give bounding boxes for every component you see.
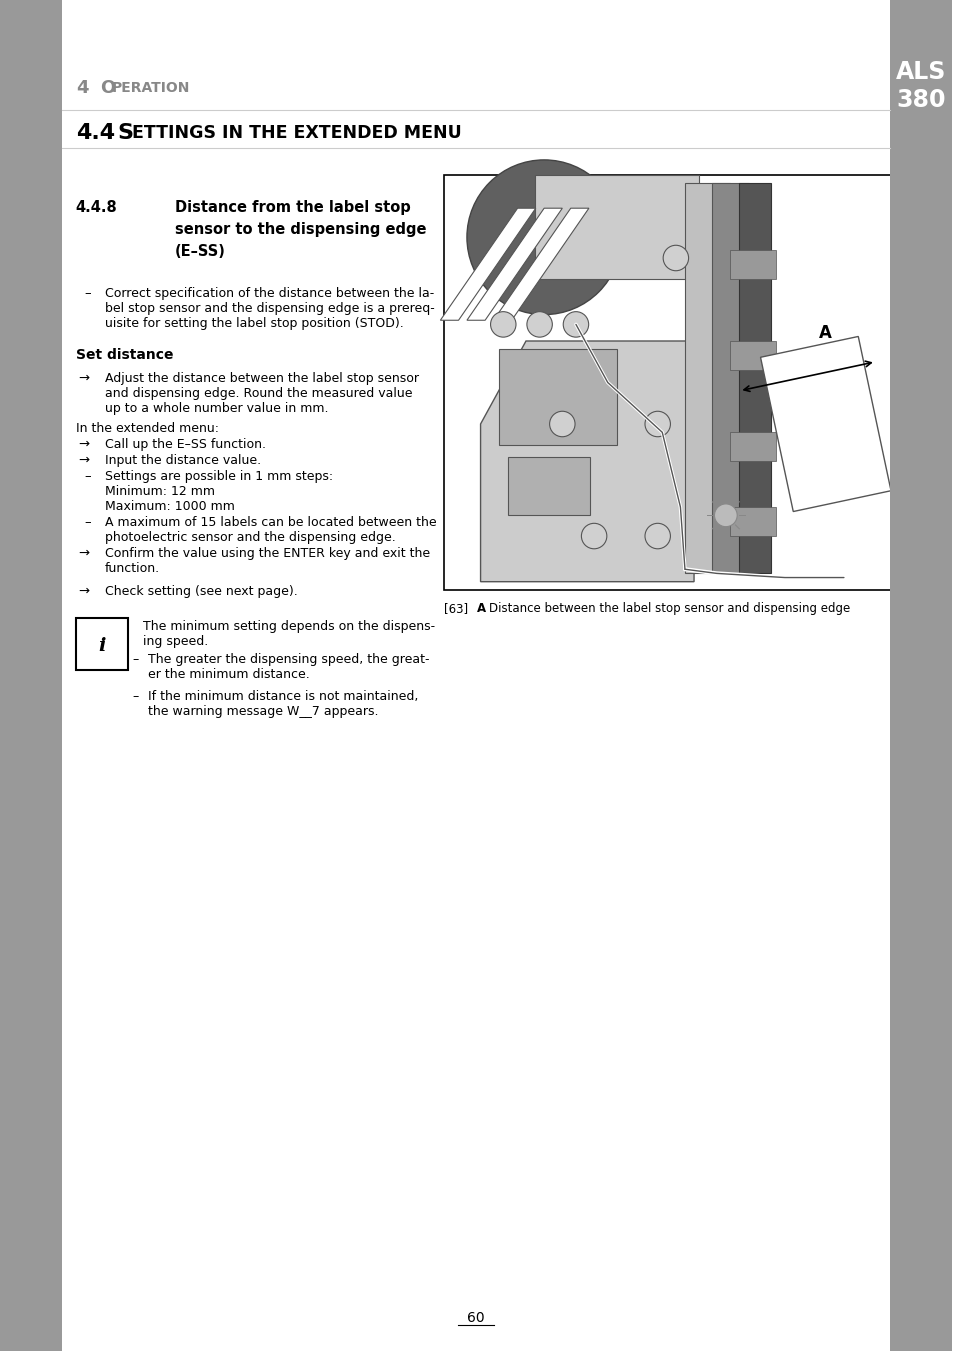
Bar: [507, 457, 589, 515]
Bar: [0, 0, 62, 1351]
Text: Distance between the label stop sensor and dispensing edge: Distance between the label stop sensor a…: [489, 603, 849, 615]
Text: →: →: [78, 585, 89, 598]
Text: i: i: [98, 638, 106, 655]
Bar: [739, 184, 770, 573]
Bar: [498, 350, 617, 444]
Text: O: O: [100, 78, 115, 97]
Text: →: →: [78, 438, 89, 451]
Polygon shape: [466, 208, 561, 320]
Text: →: →: [78, 372, 89, 385]
Bar: [730, 250, 775, 278]
Polygon shape: [760, 336, 890, 512]
Circle shape: [466, 159, 620, 315]
Text: er the minimum distance.: er the minimum distance.: [148, 667, 309, 681]
Circle shape: [562, 312, 588, 338]
Text: ALS: ALS: [895, 59, 945, 84]
Text: S: S: [117, 123, 133, 143]
Bar: [889, 0, 951, 1351]
Text: Settings are possible in 1 mm steps:: Settings are possible in 1 mm steps:: [105, 470, 333, 484]
Text: 380: 380: [896, 88, 945, 112]
Circle shape: [580, 523, 606, 549]
Text: Confirm the value using the ENTER key and exit the: Confirm the value using the ENTER key an…: [105, 547, 430, 561]
Text: function.: function.: [105, 562, 160, 576]
Text: 4: 4: [76, 78, 89, 97]
Text: (E–SS): (E–SS): [174, 245, 225, 259]
Text: A: A: [819, 324, 831, 342]
Text: the warning message W__7 appears.: the warning message W__7 appears.: [148, 705, 377, 717]
Text: Input the distance value.: Input the distance value.: [105, 454, 261, 467]
Text: –: –: [85, 286, 91, 300]
Text: →: →: [78, 547, 89, 561]
Bar: [730, 340, 775, 370]
Text: [63]: [63]: [444, 603, 468, 615]
Bar: [730, 507, 775, 536]
Text: In the extended menu:: In the extended menu:: [76, 422, 218, 435]
Text: bel stop sensor and the dispensing edge is a prereq-: bel stop sensor and the dispensing edge …: [105, 303, 435, 315]
Text: ETTINGS IN THE EXTENDED MENU: ETTINGS IN THE EXTENDED MENU: [132, 124, 461, 142]
Text: 4.4.8: 4.4.8: [76, 200, 117, 215]
Text: and dispensing edge. Round the measured value: and dispensing edge. Round the measured …: [105, 386, 412, 400]
Text: Adjust the distance between the label stop sensor: Adjust the distance between the label st…: [105, 372, 418, 385]
Polygon shape: [440, 208, 536, 320]
Bar: [535, 176, 698, 278]
Circle shape: [526, 312, 552, 338]
Circle shape: [662, 246, 688, 270]
Text: A maximum of 15 labels can be located between the: A maximum of 15 labels can be located be…: [105, 516, 436, 530]
Text: photoelectric sensor and the dispensing edge.: photoelectric sensor and the dispensing …: [105, 531, 395, 544]
Text: 60: 60: [467, 1310, 484, 1325]
Text: –: –: [132, 653, 139, 666]
Polygon shape: [480, 340, 694, 582]
Text: ing speed.: ing speed.: [143, 635, 208, 648]
Text: A: A: [476, 603, 486, 615]
Text: sensor to the dispensing edge: sensor to the dispensing edge: [174, 222, 426, 236]
Text: Distance from the label stop: Distance from the label stop: [174, 200, 410, 215]
Text: If the minimum distance is not maintained,: If the minimum distance is not maintaine…: [148, 690, 417, 703]
Text: Maximum: 1000 mm: Maximum: 1000 mm: [105, 500, 234, 513]
Text: Check setting (see next page).: Check setting (see next page).: [105, 585, 297, 598]
Text: –: –: [85, 516, 91, 530]
Text: The minimum setting depends on the dispens-: The minimum setting depends on the dispe…: [143, 620, 435, 634]
Bar: [712, 184, 748, 573]
Circle shape: [644, 523, 670, 549]
Text: uisite for setting the label stop position (STOD).: uisite for setting the label stop positi…: [105, 317, 403, 330]
Text: Call up the E–SS function.: Call up the E–SS function.: [105, 438, 266, 451]
Bar: [444, 176, 898, 590]
Text: up to a whole number value in mm.: up to a whole number value in mm.: [105, 403, 328, 415]
Text: Correct specification of the distance between the la-: Correct specification of the distance be…: [105, 286, 434, 300]
Text: Set distance: Set distance: [76, 349, 173, 362]
Circle shape: [549, 411, 575, 436]
Circle shape: [714, 504, 737, 527]
Text: –: –: [132, 690, 139, 703]
Text: Minimum: 12 mm: Minimum: 12 mm: [105, 485, 214, 499]
Polygon shape: [493, 208, 588, 320]
Circle shape: [490, 312, 516, 338]
Text: PERATION: PERATION: [112, 81, 190, 95]
Text: →: →: [78, 454, 89, 467]
Bar: [730, 432, 775, 461]
Bar: [76, 617, 128, 670]
Circle shape: [644, 411, 670, 436]
Bar: [684, 184, 730, 573]
Text: The greater the dispensing speed, the great-: The greater the dispensing speed, the gr…: [148, 653, 429, 666]
Text: 4.4: 4.4: [76, 123, 115, 143]
Text: –: –: [85, 470, 91, 484]
